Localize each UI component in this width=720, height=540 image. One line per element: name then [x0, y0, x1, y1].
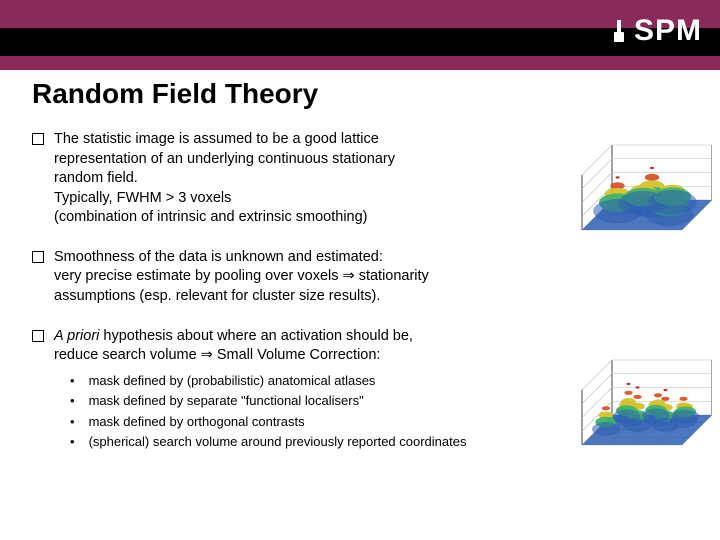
sub-bullet-row: • mask defined by orthogonal contrasts — [70, 413, 572, 431]
bullet-2-line-0: Smoothness of the data is unknown and es… — [54, 249, 383, 265]
header-band: SPM — [0, 0, 720, 70]
sub-2: mask defined by orthogonal contrasts — [89, 413, 305, 431]
sub-bullets: • mask defined by (probabilistic) anatomi… — [70, 372, 572, 451]
dot-icon: • — [70, 413, 75, 431]
bullet-3-line-0: hypothesis about where an activation sho… — [99, 328, 413, 344]
sub-bullet-row: • mask defined by (probabilistic) anatomi… — [70, 372, 572, 390]
bullet-1-body: The statistic image is assumed to be a g… — [54, 130, 572, 228]
bullet-2: Smoothness of the data is unknown and es… — [32, 248, 572, 307]
page-title: Random Field Theory — [32, 78, 318, 110]
dot-icon: • — [70, 433, 75, 451]
bullet-3-body: A priori hypothesis about where an activ… — [54, 327, 572, 366]
bullet-3: A priori hypothesis about where an activ… — [32, 327, 572, 366]
bullet-1-line-2: random field. — [54, 170, 138, 186]
square-bullet-icon — [32, 251, 44, 263]
logo: SPM — [610, 14, 702, 48]
bullet-1: The statistic image is assumed to be a g… — [32, 130, 572, 228]
surface-smooth — [567, 135, 712, 250]
sub-bullet-row: • mask defined by separate "functional lo… — [70, 392, 572, 410]
sub-bullet-row: • (spherical) search volume around previo… — [70, 433, 572, 451]
bullet-1-line-0: The statistic image is assumed to be a g… — [54, 131, 379, 147]
bullet-3-italic: A priori — [54, 328, 99, 344]
square-bullet-icon — [32, 330, 44, 342]
bullet-1-line-1: representation of an underlying continuo… — [54, 151, 395, 167]
bullet-2-line-2: assumptions (esp. relevant for cluster s… — [54, 288, 380, 304]
content-area: The statistic image is assumed to be a g… — [32, 130, 572, 454]
random-field-figure-rough — [567, 350, 712, 465]
dot-icon: • — [70, 372, 75, 390]
sub-0: mask defined by (probabilistic) anatomic… — [89, 372, 376, 390]
bullet-2-line-1: very precise estimate by pooling over vo… — [54, 268, 429, 284]
surface-rough — [567, 350, 712, 465]
sub-1: mask defined by separate "functional loc… — [89, 392, 364, 410]
bullet-1-line-3: Typically, FWHM > 3 voxels — [54, 190, 231, 206]
logo-text: SPM — [634, 14, 702, 48]
bullet-2-body: Smoothness of the data is unknown and es… — [54, 248, 572, 307]
bullet-1-line-4: (combination of intrinsic and extrinsic … — [54, 209, 368, 225]
random-field-figure-smooth — [567, 135, 712, 250]
logo-mark-icon — [610, 20, 628, 42]
square-bullet-icon — [32, 133, 44, 145]
sub-3: (spherical) search volume around previou… — [89, 433, 467, 451]
bullet-3-line-1: reduce search volume ⇒ Small Volume Corr… — [54, 347, 380, 363]
dot-icon: • — [70, 392, 75, 410]
